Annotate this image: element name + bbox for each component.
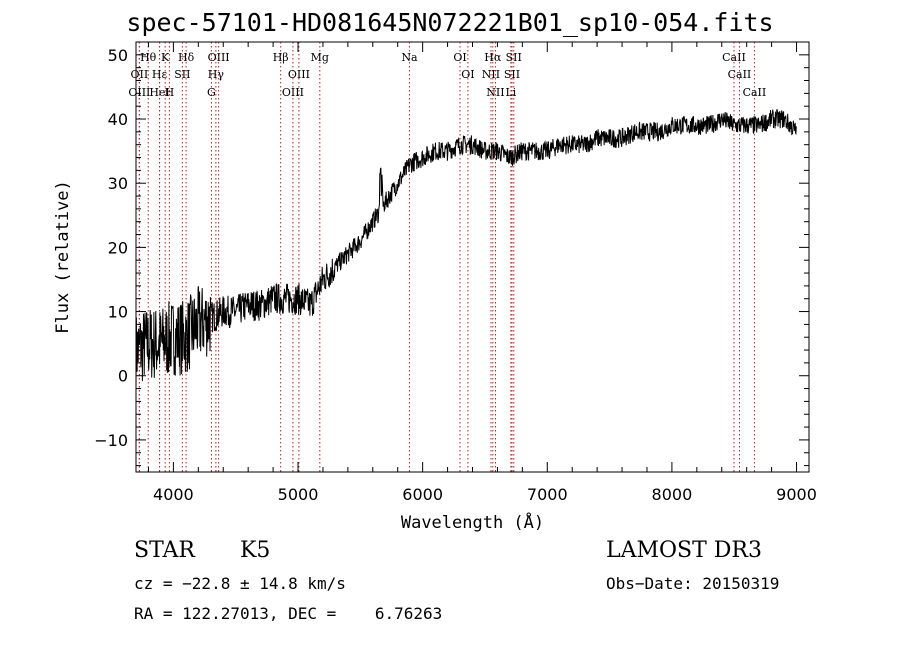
x-tick-label: 7000: [527, 485, 568, 504]
y-tick-label: 10: [108, 303, 128, 322]
line-label: NII: [486, 86, 504, 99]
line-label: CaII: [722, 51, 746, 64]
line-label: Mg: [311, 51, 329, 64]
y-tick-label: 20: [108, 238, 128, 257]
x-tick-label: 9000: [776, 485, 817, 504]
line-label: Hα: [484, 51, 502, 64]
x-tick-label: 5000: [278, 485, 319, 504]
line-label: SII: [174, 68, 190, 81]
y-tick-label: −10: [94, 431, 128, 450]
line-label: NII: [482, 68, 500, 81]
coordinates-text: RA = 122.27013, DEC = 6.76263: [134, 604, 443, 623]
y-tick-label: 40: [108, 110, 128, 129]
line-label: OIII: [288, 68, 310, 81]
x-axis-label: Wavelength (Å): [401, 511, 544, 533]
survey-label: LAMOST DR3: [606, 538, 762, 563]
x-tick-label: 8000: [652, 485, 693, 504]
y-tick-label: 50: [108, 46, 128, 65]
line-label: Hε: [152, 68, 168, 81]
plot-frame: [135, 41, 810, 473]
redshift-text: cz = −22.8 ± 14.8 km/s: [134, 574, 346, 593]
line-label: Li: [505, 86, 516, 99]
line-label: CaII: [743, 86, 767, 99]
line-label: H: [165, 86, 175, 99]
spectrum-line: [135, 109, 797, 389]
object-subclass: K5: [240, 538, 271, 563]
line-label: OIII: [282, 86, 304, 99]
x-tick-label: 4000: [153, 485, 194, 504]
line-label: SII: [504, 68, 520, 81]
object-class: STAR: [134, 538, 195, 563]
line-label: CaII: [728, 68, 752, 81]
line-label: Hβ: [273, 51, 289, 64]
line-label: Na: [401, 51, 418, 64]
line-label: OII: [131, 68, 149, 81]
line-label: Hγ: [208, 68, 225, 81]
line-label: OIII: [128, 86, 150, 99]
line-label: SII: [506, 51, 522, 64]
line-label: HeI: [149, 86, 169, 99]
line-label: OI: [453, 51, 466, 64]
x-tick-label: 6000: [402, 485, 443, 504]
line-label: K: [161, 51, 170, 64]
line-label: OIII: [208, 51, 230, 64]
line-label: G: [207, 86, 216, 99]
y-tick-label: 30: [108, 174, 128, 193]
y-tick-label: 0: [118, 367, 128, 386]
line-label: Hδ: [178, 51, 195, 64]
obs-date-text: Obs−Date: 20150319: [606, 574, 780, 593]
y-axis-label: Flux (relative): [53, 180, 73, 334]
chart-title: spec-57101-HD081645N072221B01_sp10-054.f…: [126, 8, 774, 37]
line-label: OI: [461, 68, 474, 81]
line-label: Hθ: [140, 51, 157, 64]
